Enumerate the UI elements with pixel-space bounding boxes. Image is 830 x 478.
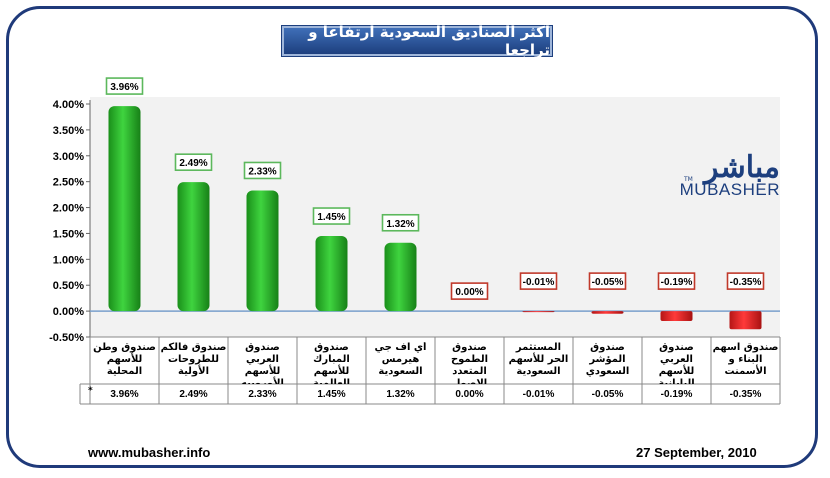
- table-value-cell: 1.45%: [317, 389, 346, 400]
- bar: [729, 311, 762, 330]
- table-row-marker: *: [88, 386, 93, 396]
- data-label: 2.33%: [248, 166, 276, 177]
- bar: [108, 106, 141, 312]
- data-label-box: [588, 272, 627, 290]
- bar: [315, 236, 348, 312]
- y-tick-label: 0.50%: [53, 280, 84, 292]
- footer-website: www.mubasher.info: [88, 445, 211, 460]
- bar: [246, 190, 279, 312]
- data-label-box: [174, 153, 213, 171]
- y-tick-label: 4.00%: [53, 99, 84, 111]
- data-label-box: [519, 272, 558, 290]
- data-label: 1.32%: [386, 219, 414, 230]
- category-label: أي اف جي هيرمس السعودية: [374, 342, 427, 377]
- category-label: المستثمر الحر للأسهم السعودية: [508, 342, 569, 377]
- data-label-box: [381, 213, 420, 232]
- table-value-cell: -0.05%: [591, 389, 624, 400]
- data-label: -0.01%: [523, 277, 555, 288]
- bar: [660, 311, 693, 321]
- table-value-cell: 0.00%: [455, 389, 484, 400]
- y-tick-label: -0.50%: [49, 332, 84, 344]
- data-label: -0.19%: [661, 277, 693, 288]
- bar: [384, 242, 417, 312]
- logo-arabic: مباشر: [704, 150, 780, 185]
- data-label: 1.45%: [317, 212, 345, 223]
- y-tick-label: 1.00%: [53, 254, 84, 266]
- data-label: 0.00%: [455, 287, 483, 298]
- table-value-cell: -0.35%: [729, 389, 762, 400]
- table-value-cell: -0.01%: [522, 389, 555, 400]
- data-label-box: [312, 207, 351, 225]
- bar: [522, 311, 555, 313]
- data-label-box: [726, 272, 765, 290]
- category-label: صندوق فالكم للطروحات الأولية: [160, 342, 227, 377]
- category-label: صندوق المؤشر السعودي: [585, 342, 630, 377]
- category-label: صندوق العربي للأسهم الأوروبيه: [241, 342, 284, 384]
- data-label: -0.35%: [730, 277, 762, 288]
- y-tick-label: 1.50%: [53, 228, 84, 240]
- table-value-cell: 2.33%: [248, 389, 277, 400]
- data-label: -0.05%: [592, 277, 624, 288]
- chart-title: اكثر الصناديق السعودية ارتفاعا و تراجعا: [282, 23, 552, 59]
- category-label: صندوق الطموح المتعدد الاصول: [450, 342, 489, 384]
- data-label-box: [105, 77, 144, 95]
- table-value-cell: 1.32%: [386, 389, 415, 400]
- logo-tm: TM: [684, 176, 693, 183]
- category-label: صندوق العربي للأسهم اليابانية: [658, 342, 695, 384]
- table-value-cell: -0.19%: [660, 389, 693, 400]
- data-label: 2.49%: [179, 158, 207, 169]
- bar: [177, 182, 210, 312]
- y-tick-label: 2.00%: [53, 203, 84, 215]
- bar: [591, 311, 624, 314]
- footer-date: 27 September, 2010: [636, 445, 757, 460]
- category-label: صندوق المبارك للأسهم العالمية: [312, 342, 351, 384]
- y-tick-label: 2.50%: [53, 177, 84, 189]
- table-value-cell: 3.96%: [110, 389, 139, 400]
- y-tick-label: 3.50%: [53, 125, 84, 137]
- logo-english: MUBASHER: [679, 180, 780, 199]
- mubasher-logo: مباشر TM MUBASHER: [680, 150, 780, 200]
- data-label-box: [243, 161, 282, 180]
- y-tick-label: 0.00%: [53, 306, 84, 318]
- y-tick-label: 3.00%: [53, 151, 84, 163]
- table-value-cell: 2.49%: [179, 389, 208, 400]
- data-label: 3.96%: [110, 82, 138, 93]
- data-label-box: [657, 272, 696, 290]
- category-label: صندوق وطن للأسهم المحلية: [93, 342, 156, 377]
- category-label: صندوق اسهم البناء و الأسمنت: [712, 342, 779, 377]
- data-label-box: [450, 282, 489, 300]
